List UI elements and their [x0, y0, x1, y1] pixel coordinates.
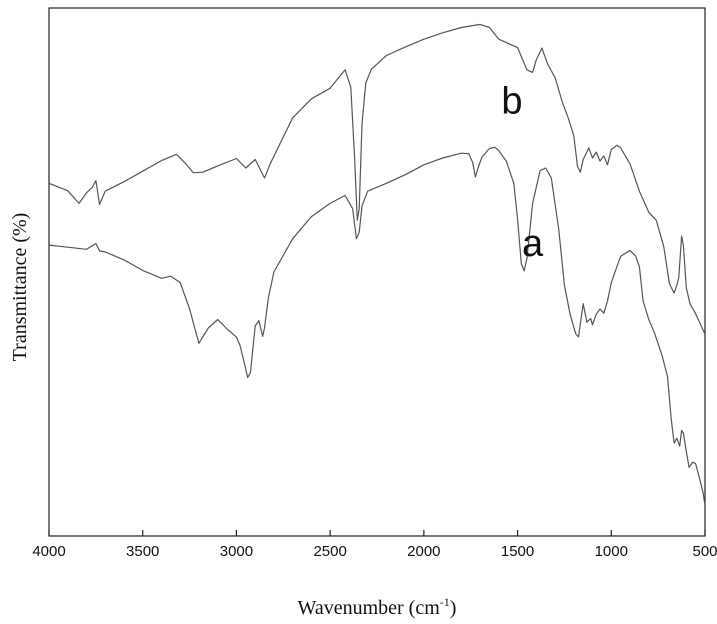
y-axis-label: Transmittance (%) — [9, 213, 31, 362]
series-line-b — [48, 23, 706, 335]
curve-labels: ba — [501, 81, 544, 266]
x-tick-label: 1000 — [595, 543, 628, 560]
series-line-a — [48, 146, 706, 506]
x-axis-tick-labels: 4000 3500 3000 2500 2000 1500 1000 500 — [32, 543, 717, 560]
x-tick-label: 3500 — [126, 543, 159, 560]
x-axis-ticks — [48, 530, 706, 536]
x-tick-label: 3000 — [220, 543, 253, 560]
x-tick-label: 2000 — [407, 543, 440, 560]
x-axis-label-main: Wavenumber (cm — [298, 597, 441, 619]
x-tick-label: 2500 — [313, 543, 346, 560]
curve-label-b: b — [501, 81, 522, 123]
x-tick-label: 1500 — [501, 543, 534, 560]
x-axis-label-superscript: -1 — [440, 595, 450, 609]
series-layer — [48, 23, 706, 506]
x-axis-label: Wavenumber (cm-1) — [298, 595, 457, 619]
x-tick-label: 500 — [692, 543, 717, 560]
curve-label-a: a — [522, 223, 544, 265]
x-tick-label: 4000 — [32, 543, 65, 560]
plot-frame — [48, 7, 706, 537]
x-axis-label-suffix: ) — [450, 597, 457, 619]
plot-area — [48, 7, 706, 537]
